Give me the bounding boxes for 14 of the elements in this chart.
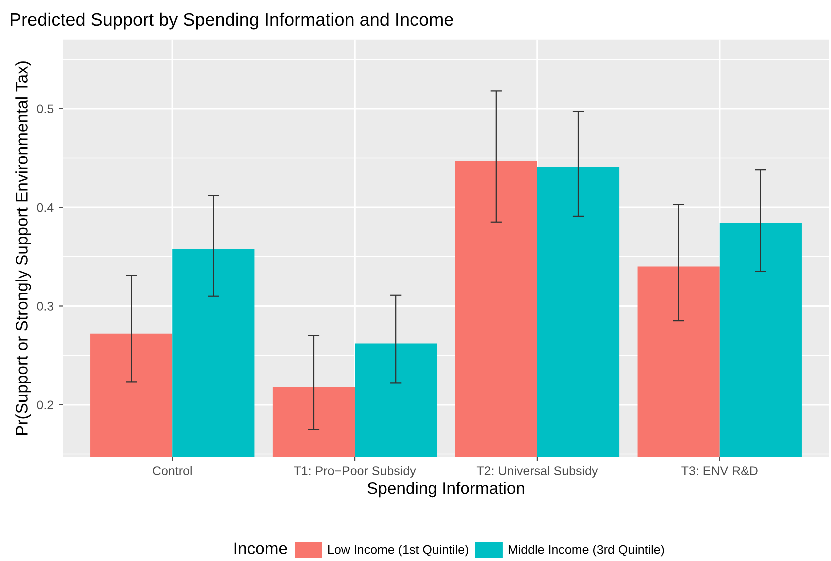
chart-title: Predicted Support by Spending Information and Income — [11, 12, 454, 30]
y-tick-label: 0.2 — [37, 400, 54, 410]
x-axis-title: Spending Information — [368, 482, 524, 498]
legend-title: Income — [234, 542, 288, 554]
y-axis-title: Pr(Support or Strongly Support Environmental Tax) — [16, 62, 32, 436]
y-tick-label: 0.3 — [37, 302, 54, 311]
x-tick-label: T1: Pro−Poor Subsidy — [294, 466, 416, 478]
x-tick-label: T3: ENV R&D — [682, 466, 758, 476]
y-tick-label: 0.4 — [37, 203, 54, 212]
y-tick-label: 0.5 — [37, 104, 54, 114]
legend-label: Middle Income (3rd Quintile) — [508, 545, 664, 557]
x-tick-label: Control — [153, 466, 192, 476]
legend-label: Low Income (1st Quintile) — [328, 545, 468, 557]
x-tick-label: T2: Universal Subsidy — [476, 466, 598, 478]
